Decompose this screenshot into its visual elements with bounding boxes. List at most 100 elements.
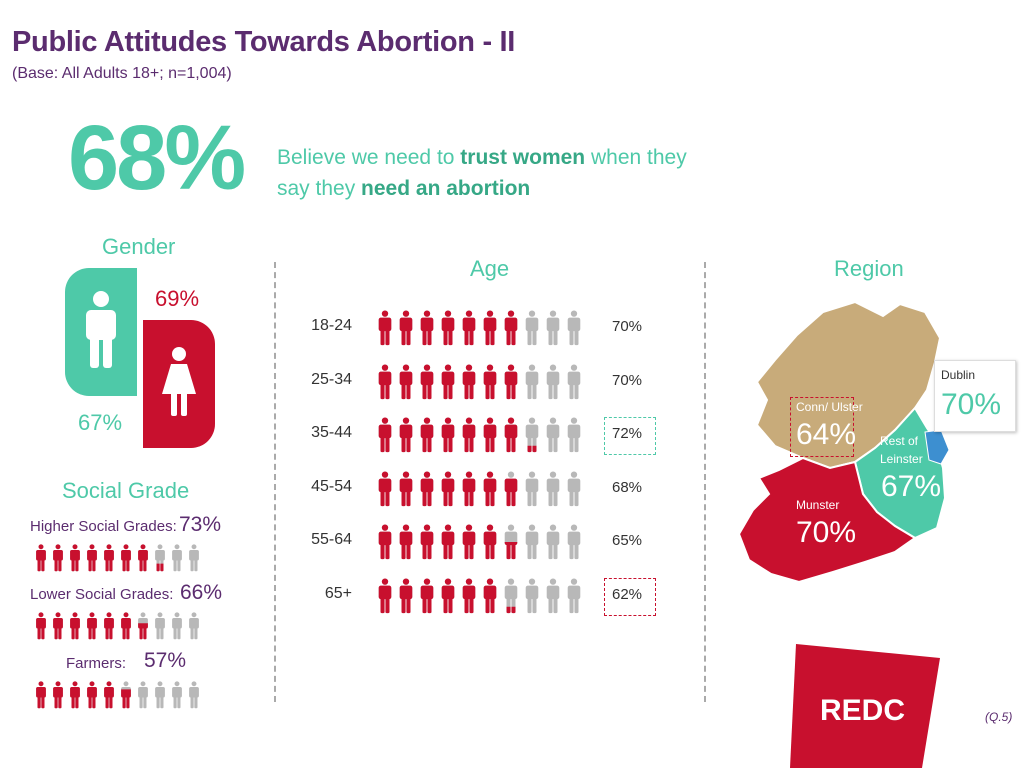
person-icon <box>420 310 434 346</box>
sg-people-farmers <box>34 676 204 719</box>
sg-label-higher: Higher Social Grades: <box>30 518 177 535</box>
person-icon <box>420 417 434 453</box>
person-icon <box>138 544 148 572</box>
person-icon <box>36 612 46 640</box>
headline-statement: Believe we need to trust women when they… <box>277 142 697 204</box>
person-icon <box>546 417 560 453</box>
person-icon <box>546 470 560 506</box>
age-category-label: 55-64 <box>311 531 352 548</box>
person-icon <box>53 681 63 709</box>
person-icon <box>504 524 518 560</box>
dublin-callout: Dublin 70% <box>934 360 1016 432</box>
person-icon <box>504 363 518 399</box>
age-people-row <box>376 518 586 571</box>
person-icon <box>155 544 165 572</box>
age-value-label: 68% <box>612 478 643 496</box>
age-people-row <box>376 304 586 357</box>
person-icon <box>462 310 476 346</box>
munster-region <box>737 456 917 584</box>
person-icon <box>138 681 148 709</box>
person-icon <box>483 363 497 399</box>
age-highlight-box <box>604 417 656 455</box>
person-icon <box>189 612 199 640</box>
person-icon <box>121 612 131 640</box>
age-highlight-box <box>604 577 656 616</box>
region-pct-conn-ulster: 64% <box>796 418 857 451</box>
sg-pct-farmers: 57% <box>144 649 187 672</box>
age-value-label: 62% <box>612 585 643 603</box>
divider-left <box>274 262 276 702</box>
region-name-munster: Munster <box>796 498 840 512</box>
person-icon <box>172 544 182 572</box>
person-icon <box>462 524 476 560</box>
person-icon <box>441 577 455 613</box>
person-icon <box>525 470 539 506</box>
person-icon <box>399 310 413 346</box>
person-icon <box>121 681 131 709</box>
male-icon <box>86 291 116 368</box>
person-icon <box>53 612 63 640</box>
person-icon <box>36 544 46 572</box>
sg-label-lower: Lower Social Grades: <box>30 586 174 603</box>
gender-male-pct: 67% <box>78 410 123 435</box>
person-icon <box>53 544 63 572</box>
person-icon <box>546 310 560 346</box>
person-icon <box>189 681 199 709</box>
person-icon <box>189 544 199 572</box>
person-icon <box>378 417 392 453</box>
person-icon <box>441 470 455 506</box>
person-icon <box>525 524 539 560</box>
sg-people-higher <box>34 539 204 582</box>
headline-text-c: when they say they <box>277 146 687 200</box>
age-value-label: 65% <box>612 532 643 549</box>
sg-people-lower <box>34 607 204 650</box>
female-icon <box>162 347 196 416</box>
age-chart: 18-24 70% 25-34 70% 35-44 72% 45-54 68% 55-64 65%… <box>290 304 670 634</box>
person-icon <box>504 470 518 506</box>
sg-pct-higher: 73% <box>179 513 222 536</box>
age-title: Age <box>470 256 510 281</box>
person-icon <box>504 310 518 346</box>
person-icon <box>525 417 539 453</box>
person-icon <box>399 524 413 560</box>
gender-title: Gender <box>102 234 176 259</box>
person-icon <box>378 310 392 346</box>
age-people-row <box>376 465 586 518</box>
person-icon <box>420 470 434 506</box>
age-category-label: 65+ <box>324 584 352 602</box>
person-icon <box>546 524 560 560</box>
headline-text-d: need an abortion <box>361 177 531 200</box>
age-value-label: 70% <box>612 371 643 389</box>
person-icon <box>567 363 581 399</box>
person-icon <box>70 681 80 709</box>
person-icon <box>567 577 581 613</box>
person-icon <box>172 681 182 709</box>
person-icon <box>399 363 413 399</box>
footnote: (Q.5) <box>985 710 1013 724</box>
divider-right <box>704 262 706 702</box>
person-icon <box>567 470 581 506</box>
region-pct-rest-of-leinster: 67% <box>881 470 942 503</box>
person-icon <box>420 363 434 399</box>
person-icon <box>138 612 148 640</box>
person-icon <box>121 544 131 572</box>
person-icon <box>441 363 455 399</box>
person-icon <box>378 363 392 399</box>
person-icon <box>567 310 581 346</box>
headline-percentage: 68% <box>68 107 246 209</box>
region-name-dublin: Dublin <box>941 368 976 382</box>
person-icon <box>36 681 46 709</box>
person-icon <box>483 524 497 560</box>
person-icon <box>172 612 182 640</box>
person-icon <box>399 470 413 506</box>
conn-ulster-highlight-box <box>790 397 854 457</box>
sg-pct-lower: 66% <box>180 581 223 604</box>
person-icon <box>87 544 97 572</box>
person-icon <box>399 577 413 613</box>
person-icon <box>70 612 80 640</box>
person-icon <box>462 577 476 613</box>
region-pct-munster: 70% <box>796 516 857 549</box>
person-icon <box>483 417 497 453</box>
person-icon <box>525 577 539 613</box>
person-icon <box>155 612 165 640</box>
